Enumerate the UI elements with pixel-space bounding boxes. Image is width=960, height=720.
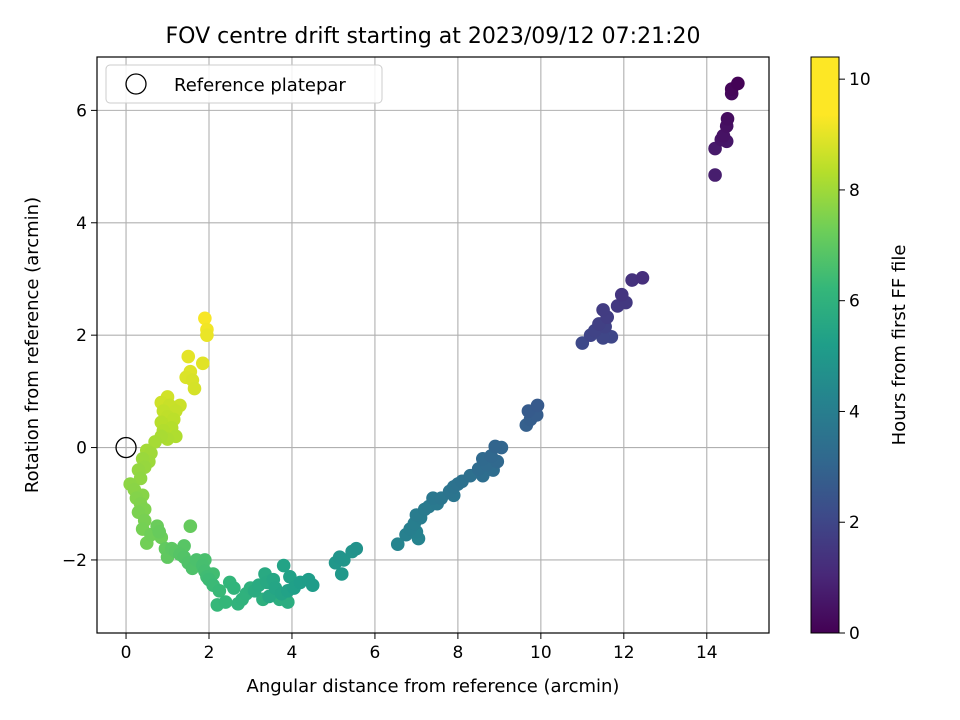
reference-marker-layer bbox=[115, 436, 137, 459]
data-point bbox=[200, 328, 214, 342]
data-point bbox=[596, 303, 610, 317]
data-point bbox=[332, 550, 347, 564]
colorbar-tick-label: 6 bbox=[849, 292, 860, 312]
data-point bbox=[334, 567, 349, 581]
data-point bbox=[133, 471, 148, 486]
data-point bbox=[488, 439, 503, 454]
grid-lines bbox=[97, 57, 769, 633]
colorbar-ticks: 0 2 4 6 8 10 bbox=[839, 70, 871, 644]
data-point bbox=[198, 311, 212, 326]
data-point bbox=[212, 584, 227, 598]
y-axis-ticks: −2 0 2 4 6 bbox=[62, 101, 97, 571]
y-tick-label: 4 bbox=[76, 214, 87, 234]
data-point bbox=[625, 273, 639, 287]
colorbar-tick-label: 0 bbox=[849, 624, 860, 644]
colorbar-tick-label: 2 bbox=[849, 513, 860, 533]
colorbar-gradient bbox=[810, 56, 840, 634]
colorbar-label: Hours from first FF file bbox=[889, 245, 910, 446]
data-point bbox=[152, 525, 167, 539]
y-tick-label: 6 bbox=[76, 101, 87, 121]
data-point bbox=[276, 558, 291, 573]
legend: Reference platepar bbox=[105, 64, 383, 104]
scatter-points bbox=[123, 76, 745, 612]
data-point bbox=[187, 381, 202, 396]
data-point bbox=[195, 356, 210, 371]
legend-box bbox=[105, 64, 383, 104]
colorbar-tick-label: 4 bbox=[849, 402, 860, 422]
x-tick-label: 10 bbox=[530, 643, 552, 663]
x-tick-label: 0 bbox=[121, 643, 132, 663]
x-axis-ticks: 0 2 4 6 8 10 12 14 bbox=[121, 633, 718, 663]
y-tick-label: −2 bbox=[62, 551, 87, 571]
data-point bbox=[635, 271, 650, 285]
colorbar: 0 2 4 6 8 10 Hours from first FF file bbox=[810, 56, 910, 644]
legend-label: Reference platepar bbox=[174, 75, 346, 96]
x-axis-label: Angular distance from reference (arcmin) bbox=[247, 676, 620, 697]
y-tick-label: 2 bbox=[76, 326, 87, 346]
data-point bbox=[530, 398, 545, 413]
data-point bbox=[148, 435, 162, 449]
data-point bbox=[305, 578, 320, 593]
y-axis-label: Rotation from reference (arcmin) bbox=[22, 197, 43, 493]
x-tick-label: 2 bbox=[204, 643, 215, 663]
legend-marker-icon bbox=[125, 73, 147, 95]
chart-title: FOV centre drift starting at 2023/09/12 … bbox=[166, 24, 701, 49]
data-point bbox=[390, 537, 405, 552]
x-tick-label: 12 bbox=[613, 643, 635, 663]
data-point bbox=[731, 76, 745, 91]
data-point bbox=[614, 287, 629, 302]
y-tick-label: 0 bbox=[76, 439, 87, 459]
x-tick-label: 8 bbox=[452, 643, 463, 663]
data-point bbox=[183, 519, 198, 534]
data-point bbox=[181, 349, 196, 364]
data-point bbox=[708, 168, 722, 182]
x-tick-label: 4 bbox=[287, 643, 298, 663]
plot-frame bbox=[96, 56, 770, 634]
x-tick-label: 6 bbox=[370, 643, 381, 663]
data-point bbox=[218, 595, 233, 609]
data-point bbox=[720, 112, 735, 126]
colorbar-tick-label: 8 bbox=[849, 181, 860, 201]
data-point bbox=[227, 581, 241, 595]
reference-point-marker bbox=[115, 436, 137, 459]
data-point bbox=[283, 570, 297, 584]
x-tick-label: 14 bbox=[696, 643, 718, 663]
colorbar-tick-label: 10 bbox=[849, 70, 871, 90]
data-point bbox=[349, 541, 364, 556]
